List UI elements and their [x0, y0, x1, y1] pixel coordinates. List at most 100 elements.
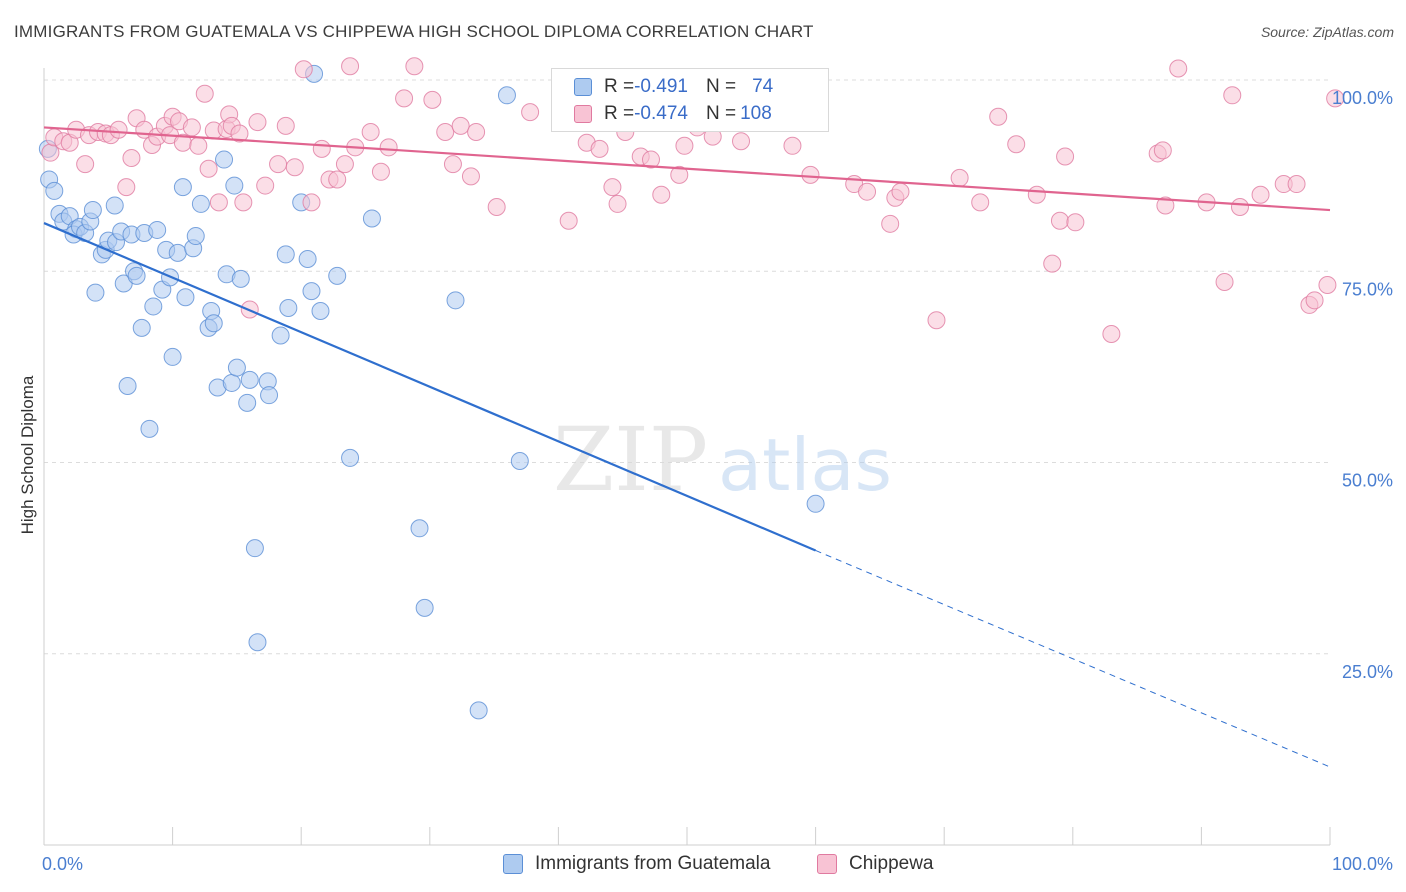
point-chippewa	[1153, 141, 1172, 160]
point-chippewa	[1102, 324, 1121, 343]
label-layer: 25.0% 50.0% 75.0% 100.0% 0.0% 100.0%	[42, 88, 1393, 874]
swatch-guatemala	[574, 78, 592, 96]
legend-label-guatemala: Immigrants from Guatemala	[535, 853, 771, 874]
watermark: ZIP atlas	[553, 408, 892, 511]
legend-swatch-guatemala	[503, 854, 523, 874]
point-guatemala	[446, 291, 465, 310]
y-tick-label: 75.0%	[1342, 279, 1393, 299]
point-guatemala	[148, 220, 167, 239]
point-guatemala	[222, 373, 241, 392]
n-value: 74	[752, 76, 774, 97]
point-chippewa	[641, 150, 660, 169]
point-chippewa	[603, 178, 622, 197]
point-chippewa	[1007, 135, 1026, 154]
r-value: -0.474	[634, 103, 688, 124]
point-chippewa	[443, 155, 462, 174]
points-layer	[38, 57, 1345, 720]
legend-item-chippewa: Chippewa	[817, 852, 934, 876]
legend-swatch-chippewa	[817, 854, 837, 874]
point-guatemala	[231, 269, 250, 288]
point-chippewa	[109, 120, 128, 139]
point-chippewa	[423, 90, 442, 109]
point-guatemala	[118, 377, 137, 395]
point-chippewa	[1169, 59, 1188, 78]
point-chippewa	[182, 118, 201, 137]
r-label: R =	[604, 103, 635, 124]
point-chippewa	[436, 123, 455, 142]
point-guatemala	[240, 370, 259, 389]
point-chippewa	[234, 193, 253, 212]
point-guatemala	[311, 302, 330, 321]
stats-legend-row-guatemala: R = -0.491 N = 74	[574, 75, 773, 99]
point-chippewa	[521, 103, 540, 122]
point-guatemala	[341, 448, 360, 467]
point-chippewa	[1215, 272, 1234, 291]
stats-legend-row-chippewa: R = -0.474 N = 108	[574, 102, 772, 126]
point-chippewa	[559, 211, 578, 230]
point-guatemala	[168, 243, 187, 262]
point-guatemala	[362, 209, 381, 228]
trend-line-chippewa	[43, 126, 1331, 212]
point-guatemala	[186, 227, 205, 246]
point-guatemala	[227, 358, 246, 377]
point-guatemala	[86, 283, 105, 302]
point-chippewa	[341, 57, 360, 76]
n-label: N =	[705, 76, 737, 97]
point-chippewa	[1156, 196, 1175, 215]
point-chippewa	[652, 185, 671, 204]
point-chippewa	[801, 165, 820, 184]
point-chippewa	[256, 176, 275, 195]
point-chippewa	[379, 138, 398, 157]
point-chippewa	[989, 107, 1008, 126]
point-guatemala	[279, 298, 298, 317]
point-chippewa	[670, 165, 689, 184]
point-chippewa	[1223, 86, 1242, 105]
point-guatemala	[144, 297, 163, 316]
y-tick-label: 50.0%	[1342, 471, 1393, 491]
axis-layer	[43, 68, 1331, 846]
point-chippewa	[248, 113, 267, 132]
point-chippewa	[1050, 211, 1069, 230]
point-chippewa	[467, 123, 486, 142]
point-guatemala	[415, 598, 434, 617]
point-chippewa	[294, 60, 313, 79]
point-chippewa	[371, 162, 390, 181]
point-guatemala	[191, 194, 210, 213]
point-guatemala	[410, 519, 429, 538]
legend-label-chippewa: Chippewa	[849, 853, 934, 874]
point-guatemala	[469, 701, 488, 720]
point-chippewa	[891, 182, 910, 201]
point-chippewa	[328, 170, 347, 189]
point-chippewa	[195, 84, 214, 103]
point-chippewa	[285, 158, 304, 177]
point-chippewa	[269, 155, 288, 174]
x-tick-label: 100.0%	[1332, 854, 1393, 874]
point-guatemala	[238, 393, 257, 412]
x-tick-label: 0.0%	[42, 854, 83, 874]
r-label: R =	[604, 76, 635, 97]
point-guatemala	[105, 196, 124, 215]
point-chippewa	[590, 139, 609, 158]
point-chippewa	[1230, 197, 1249, 216]
point-guatemala	[260, 386, 279, 405]
point-chippewa	[1066, 213, 1085, 232]
point-chippewa	[1251, 185, 1270, 204]
point-chippewa	[312, 139, 331, 158]
point-guatemala	[83, 201, 102, 220]
point-guatemala	[45, 181, 64, 200]
point-chippewa	[451, 116, 470, 135]
watermark-atlas: atlas	[718, 423, 892, 507]
chart-source: Source: ZipAtlas.com	[1260, 24, 1394, 40]
point-chippewa	[209, 193, 228, 212]
point-guatemala	[510, 451, 529, 470]
r-value: -0.491	[634, 76, 688, 97]
point-chippewa	[1287, 175, 1306, 194]
point-chippewa	[302, 193, 321, 212]
point-chippewa	[122, 149, 141, 168]
point-guatemala	[328, 266, 347, 285]
point-chippewa	[858, 182, 877, 201]
y-tick-label: 100.0%	[1332, 88, 1393, 108]
point-guatemala	[298, 250, 317, 269]
point-chippewa	[461, 167, 480, 186]
point-chippewa	[1043, 254, 1062, 273]
